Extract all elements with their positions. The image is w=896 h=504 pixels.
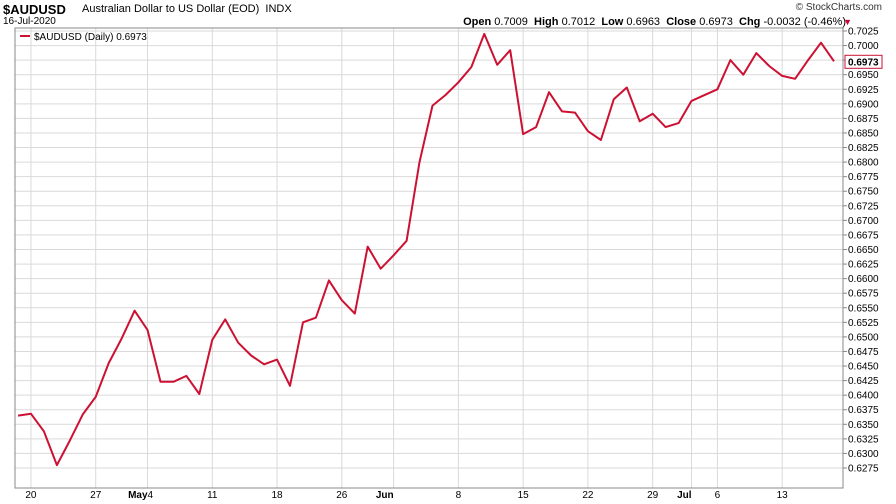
chg-label: Chg xyxy=(739,16,761,28)
x-tick-label-month: May xyxy=(128,490,148,501)
y-tick-label: 0.6725 xyxy=(848,201,879,212)
x-tick-label: 22 xyxy=(582,490,594,501)
chart-header: $AUDUSD Australian Dollar to US Dollar (… xyxy=(0,0,896,28)
x-tick-label: 29 xyxy=(647,490,659,501)
last-value-marker: 0.6973 xyxy=(844,54,883,69)
exchange-label: INDX xyxy=(265,3,292,15)
y-tick-label: 0.6550 xyxy=(848,303,879,314)
y-tick-label: 0.7025 xyxy=(848,27,879,38)
y-tick-label: 0.6850 xyxy=(848,128,879,139)
instrument-name-text: Australian Dollar to US Dollar (EOD) xyxy=(82,3,260,15)
chart-date: 16-Jul-2020 xyxy=(3,16,56,27)
y-tick-label: 0.6500 xyxy=(848,332,879,343)
open-value: 0.7009 xyxy=(494,16,528,28)
plot-frame xyxy=(14,27,844,489)
series-line-audusd[interactable] xyxy=(17,32,835,467)
y-tick-label: 0.6575 xyxy=(848,289,879,300)
y-axis: 0.70250.70000.69750.69500.69250.69000.68… xyxy=(843,27,879,475)
y-tick-label: 0.6275 xyxy=(848,464,879,475)
y-tick-label: 0.6875 xyxy=(848,114,879,125)
high-label: High xyxy=(534,16,559,28)
high-value: 0.7012 xyxy=(561,16,596,28)
y-tick-label: 0.6925 xyxy=(848,85,879,96)
y-tick-label: 0.6650 xyxy=(848,245,879,256)
brand-watermark[interactable]: © StockCharts.com xyxy=(795,2,882,13)
y-tick-label: 0.6350 xyxy=(848,420,879,431)
y-tick-label: 0.6450 xyxy=(848,362,879,373)
y-tick-label: 0.6475 xyxy=(848,347,879,358)
y-tick-label: 0.6425 xyxy=(848,376,879,387)
x-tick-label: 8 xyxy=(456,490,462,501)
x-tick-label: 20 xyxy=(25,490,37,501)
ohlc-summary: Open 0.7009 High 0.7012 Low 0.6963 Close… xyxy=(463,16,846,28)
y-tick-label: 0.6525 xyxy=(848,318,879,329)
chg-value: -0.0032 (-0.46%) xyxy=(763,16,846,28)
close-label: Close xyxy=(666,16,697,28)
down-arrow-icon: ▼ xyxy=(843,17,852,27)
y-tick-label: 0.6625 xyxy=(848,260,879,271)
last-value-box xyxy=(844,54,883,69)
y-tick-label: 0.6600 xyxy=(848,274,879,285)
x-tick-label: 27 xyxy=(90,490,102,501)
series-layer xyxy=(17,32,835,467)
x-tick-label: 6 xyxy=(715,490,721,501)
x-tick-label: 15 xyxy=(518,490,530,501)
last-value-label: 0.6973 xyxy=(848,57,879,68)
symbol-title: $AUDUSD xyxy=(3,2,66,17)
y-tick-label: 0.6325 xyxy=(848,434,879,445)
legend: $AUDUSD (Daily) 0.6973 xyxy=(20,32,147,43)
open-label: Open xyxy=(463,16,492,28)
low-value: 0.6963 xyxy=(626,16,661,28)
y-tick-label: 0.6800 xyxy=(848,158,879,169)
y-tick-label: 0.6900 xyxy=(848,99,879,110)
y-tick-label: 0.6825 xyxy=(848,143,879,154)
y-tick-label: 0.6675 xyxy=(848,230,879,241)
y-tick-label: 0.6950 xyxy=(848,70,879,81)
x-tick-label-month: Jul xyxy=(677,490,692,501)
x-axis: 20 27 May 4 11 18 26 Jun 8 15 22 29 Jul 6 13 xyxy=(25,490,788,501)
close-value: 0.6973 xyxy=(699,16,733,28)
legend-text: $AUDUSD (Daily) 0.6973 xyxy=(34,32,147,43)
x-tick-label: 26 xyxy=(336,490,348,501)
low-label: Low xyxy=(601,16,624,28)
y-tick-label: 0.6300 xyxy=(848,449,879,460)
y-tick-label: 0.6750 xyxy=(848,187,879,198)
x-tick-label-month: Jun xyxy=(376,490,394,501)
y-tick-label: 0.6375 xyxy=(848,405,879,416)
y-tick-label: 0.6700 xyxy=(848,216,879,227)
instrument-name: Australian Dollar to US Dollar (EOD) IND… xyxy=(82,3,292,15)
x-tick-label: 18 xyxy=(271,490,283,501)
y-tick-label: 0.7000 xyxy=(848,41,879,52)
y-tick-label: 0.6400 xyxy=(848,391,879,402)
x-tick-label: 13 xyxy=(777,490,789,501)
x-tick-label: 4 xyxy=(148,490,154,501)
y-tick-label: 0.6775 xyxy=(848,172,879,183)
x-tick-label: 11 xyxy=(207,490,218,501)
grid-lines xyxy=(15,28,843,488)
